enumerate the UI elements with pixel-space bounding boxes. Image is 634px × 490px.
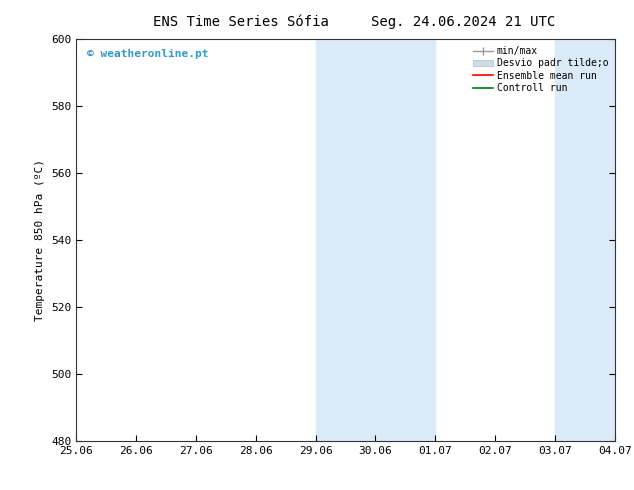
Bar — [555, 39, 615, 441]
Text: © weatheronline.pt: © weatheronline.pt — [87, 49, 209, 59]
Text: ENS Time Series Sófia: ENS Time Series Sófia — [153, 15, 329, 29]
Bar — [316, 39, 375, 441]
Y-axis label: Temperature 850 hPa (ºC): Temperature 850 hPa (ºC) — [36, 159, 46, 321]
Text: Seg. 24.06.2024 21 UTC: Seg. 24.06.2024 21 UTC — [371, 15, 555, 29]
Legend: min/max, Desvio padr tilde;o, Ensemble mean run, Controll run: min/max, Desvio padr tilde;o, Ensemble m… — [471, 44, 610, 95]
Bar — [375, 39, 436, 441]
